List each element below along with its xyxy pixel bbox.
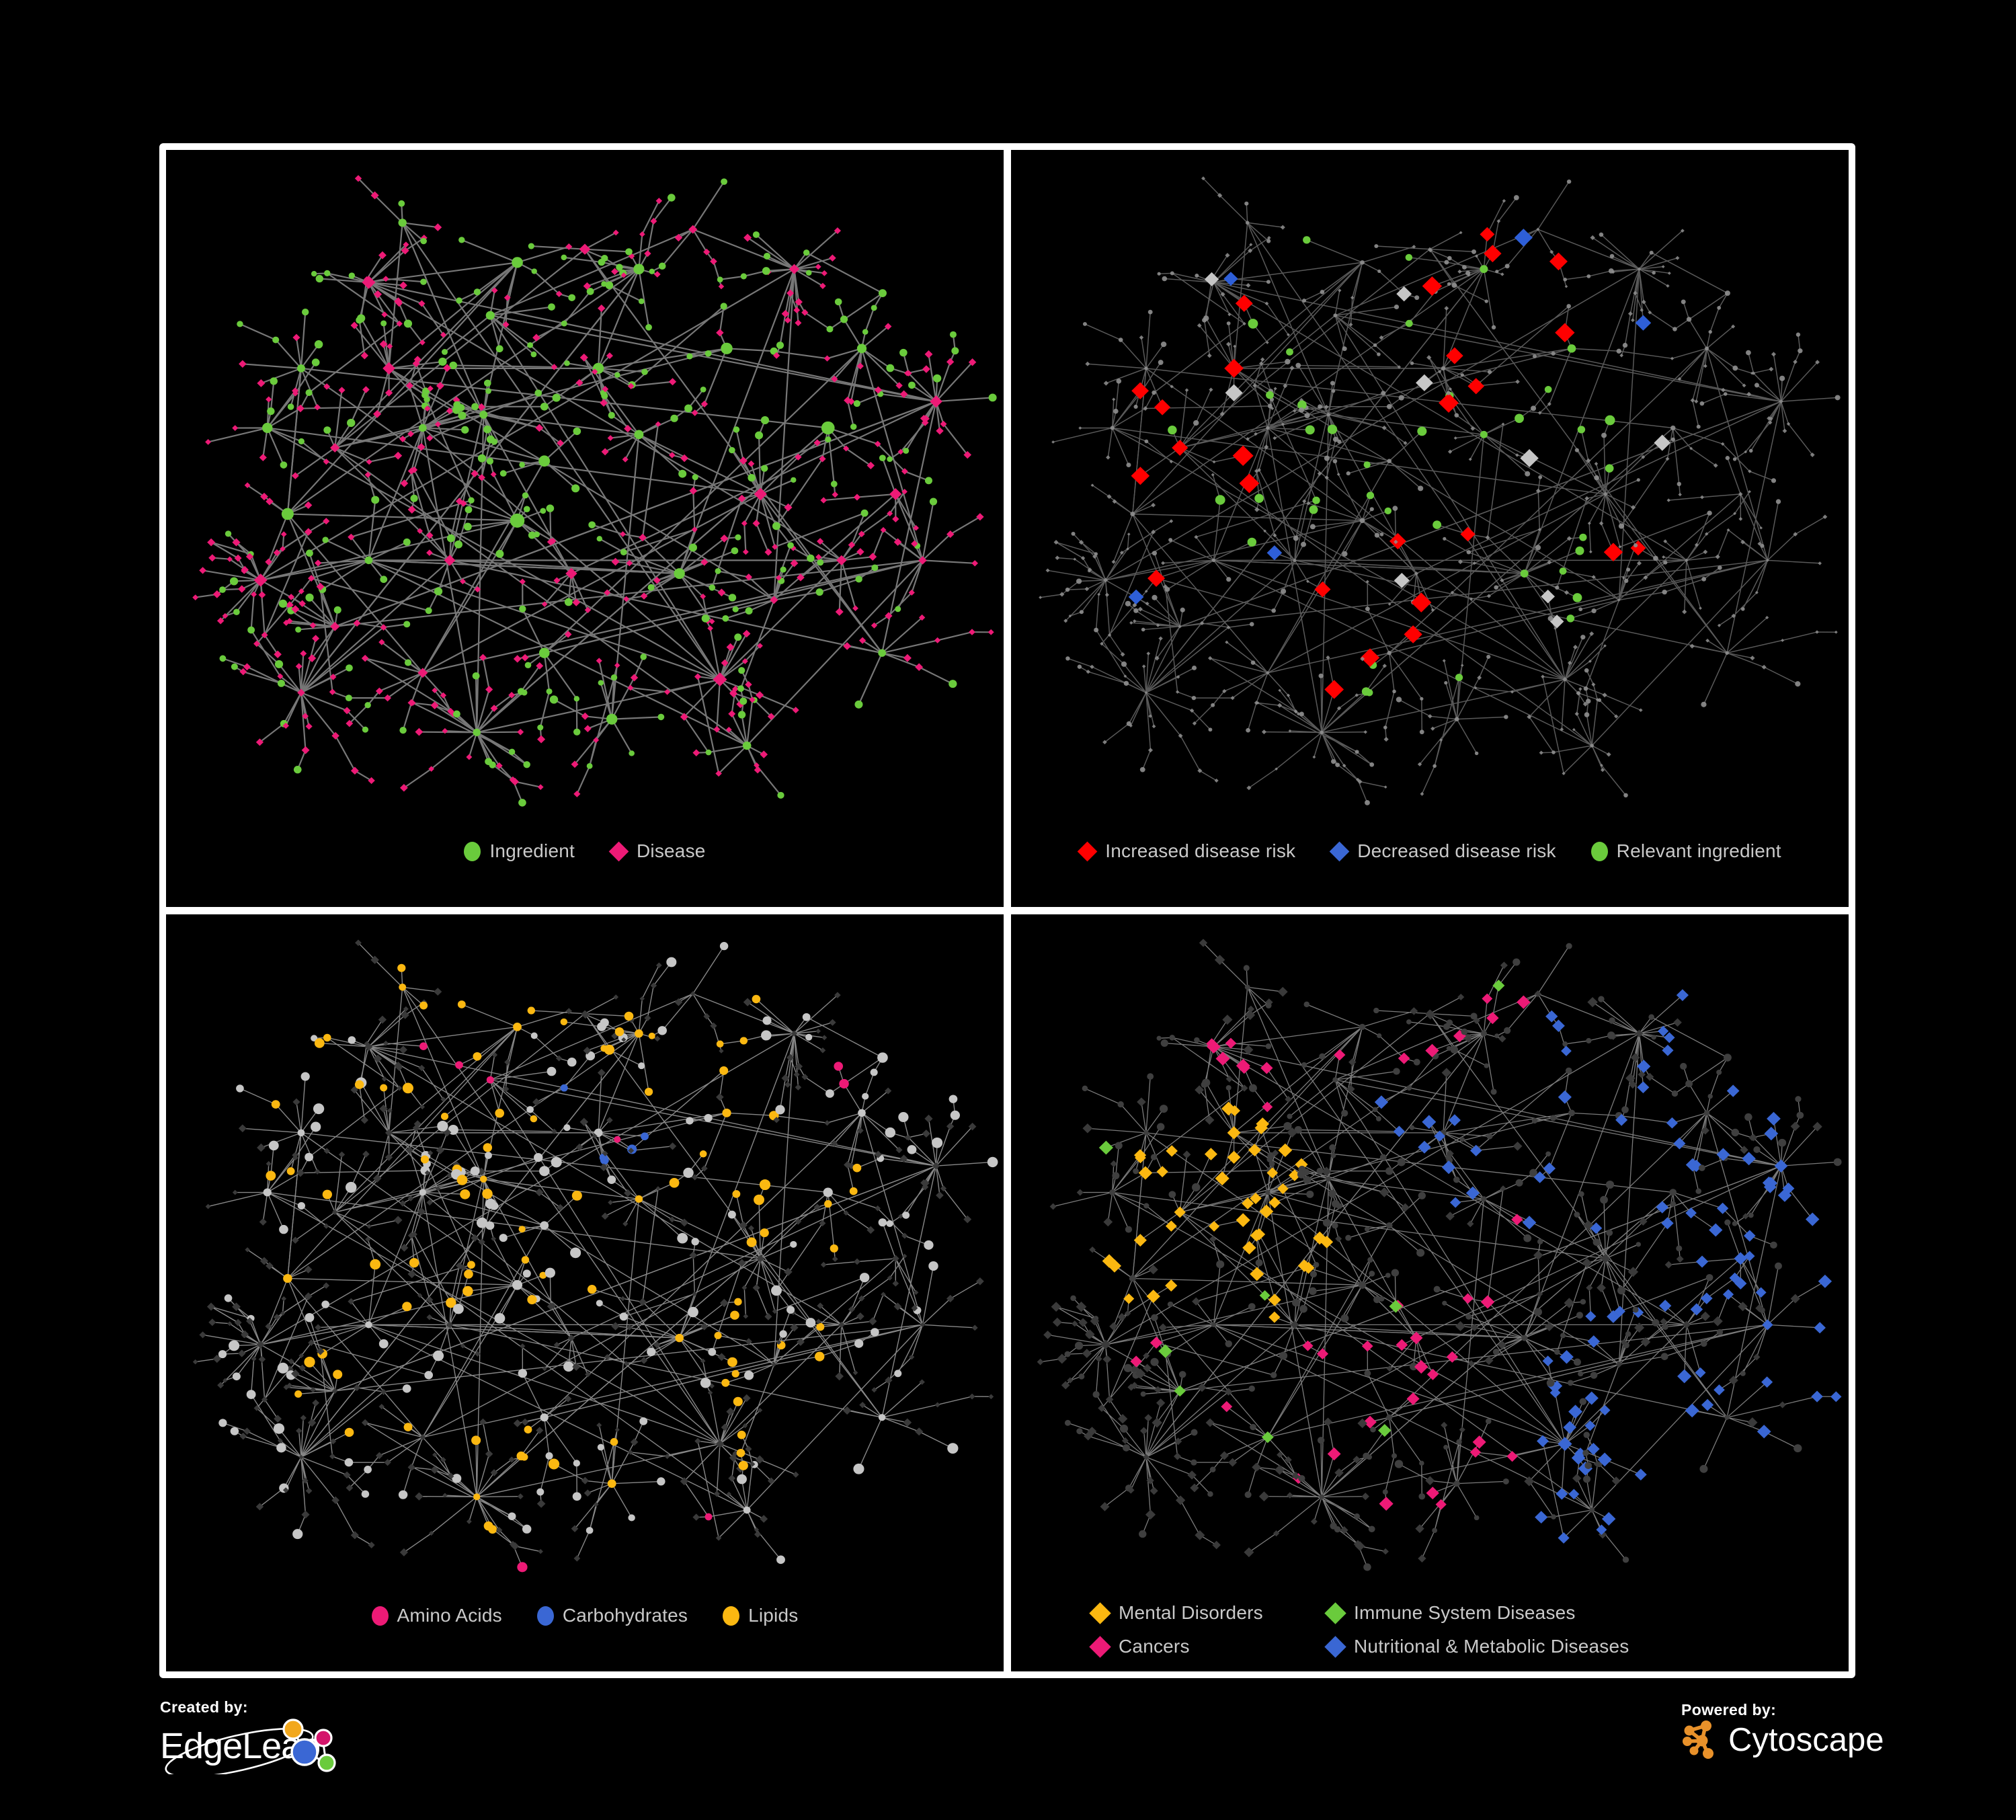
legend-label: Lipids: [748, 1605, 799, 1626]
legend-label: Amino Acids: [397, 1605, 502, 1626]
diamond-marker-icon: [1324, 1601, 1346, 1624]
circle-marker-icon: [536, 1606, 554, 1626]
legend-disease-classes: Mental Disorders Immune System Diseases …: [1011, 1596, 1849, 1671]
powered-by-label: Powered by:: [1681, 1701, 1777, 1718]
circle-marker-icon: [1590, 841, 1608, 861]
legend-label: Nutritional & Metabolic Diseases: [1354, 1636, 1629, 1657]
diamond-marker-icon: [608, 841, 629, 861]
legend-item-lipids[interactable]: Lipids: [723, 1600, 798, 1631]
panel-grid: Ingredient Disease Increased disease r: [166, 150, 1849, 1671]
diamond-marker-icon: [1089, 1635, 1111, 1658]
legend-item-decreased-risk[interactable]: Decreased disease risk: [1329, 836, 1556, 867]
network-canvas-disease-classes[interactable]: [1011, 914, 1849, 1596]
panel-ingredient-classes[interactable]: Amino Acids Carbohydrates Lipids: [166, 914, 1004, 1671]
legend-item-carbohydrates[interactable]: Carbohydrates: [536, 1600, 688, 1631]
legend-label: Carbohydrates: [562, 1605, 688, 1626]
network-graph-ingredient-classes[interactable]: [166, 914, 1004, 1596]
network-graph-disease-risk[interactable]: [1011, 150, 1849, 832]
legend-label: Relevant ingredient: [1616, 840, 1781, 861]
circle-marker-icon: [464, 841, 481, 861]
legend-ingredient-disease: Ingredient Disease: [166, 832, 1004, 907]
legend-label: Ingredient: [489, 840, 575, 861]
network-canvas-ingredient-disease[interactable]: [166, 150, 1004, 832]
legend-ingredient-classes: Amino Acids Carbohydrates Lipids: [166, 1596, 1004, 1671]
cytoscape-wordmark: Cytoscape: [1728, 1721, 1884, 1758]
panel-disease-classes[interactable]: Mental Disorders Immune System Diseases …: [1011, 914, 1849, 1671]
legend-item-cancers[interactable]: Cancers: [1089, 1630, 1326, 1663]
diamond-marker-icon: [1329, 841, 1350, 861]
legend-item-increased-risk[interactable]: Increased disease risk: [1077, 836, 1296, 867]
legend-item-mental-disorders[interactable]: Mental Disorders: [1089, 1596, 1326, 1630]
network-canvas-ingredient-classes[interactable]: [166, 914, 1004, 1596]
circle-marker-icon: [723, 1606, 740, 1626]
legend-label: Immune System Diseases: [1354, 1602, 1576, 1623]
panel-disease-risk[interactable]: Increased disease risk Decreased disease…: [1011, 150, 1849, 907]
legend-item-immune-system-diseases[interactable]: Immune System Diseases: [1324, 1596, 1729, 1630]
diamond-marker-icon: [1324, 1635, 1346, 1658]
cytoscape-network-logo-icon: [1683, 1720, 1713, 1759]
created-by-label: Created by:: [160, 1698, 248, 1716]
panel-ingredient-disease[interactable]: Ingredient Disease: [166, 150, 1004, 907]
network-graph-ingredient-disease[interactable]: [166, 150, 1004, 832]
edgeleap-brand[interactable]: Created by: EdgeLeap EdgeLeap: [160, 1700, 341, 1774]
figure-frame: Ingredient Disease Increased disease r: [159, 143, 1855, 1678]
legend-item-nutritional-metabolic-diseases[interactable]: Nutritional & Metabolic Diseases: [1324, 1630, 1729, 1663]
legend-item-disease[interactable]: Disease: [608, 836, 706, 867]
legend-disease-risk: Increased disease risk Decreased disease…: [1011, 832, 1849, 907]
diamond-marker-icon: [1089, 1601, 1111, 1624]
legend-label: Cancers: [1119, 1636, 1190, 1657]
network-graph-disease-classes[interactable]: [1011, 914, 1849, 1596]
legend-label: Increased disease risk: [1105, 840, 1296, 861]
edgeleap-network-logo-icon: EdgeLeap: [160, 1718, 336, 1774]
diamond-marker-icon: [1077, 841, 1098, 861]
footer-branding: Created by: EdgeLeap EdgeLeap: [0, 1689, 2016, 1820]
legend-item-ingredient[interactable]: Ingredient: [464, 836, 575, 867]
legend-item-relevant-ingredient[interactable]: Relevant ingredient: [1590, 836, 1781, 867]
network-canvas-disease-risk[interactable]: [1011, 150, 1849, 832]
legend-label: Disease: [636, 840, 706, 861]
cytoscape-brand[interactable]: Powered by:: [1681, 1702, 1884, 1761]
legend-item-amino-acids[interactable]: Amino Acids: [371, 1600, 502, 1631]
legend-label: Mental Disorders: [1119, 1602, 1263, 1623]
legend-label: Decreased disease risk: [1357, 840, 1556, 861]
circle-marker-icon: [371, 1606, 389, 1626]
